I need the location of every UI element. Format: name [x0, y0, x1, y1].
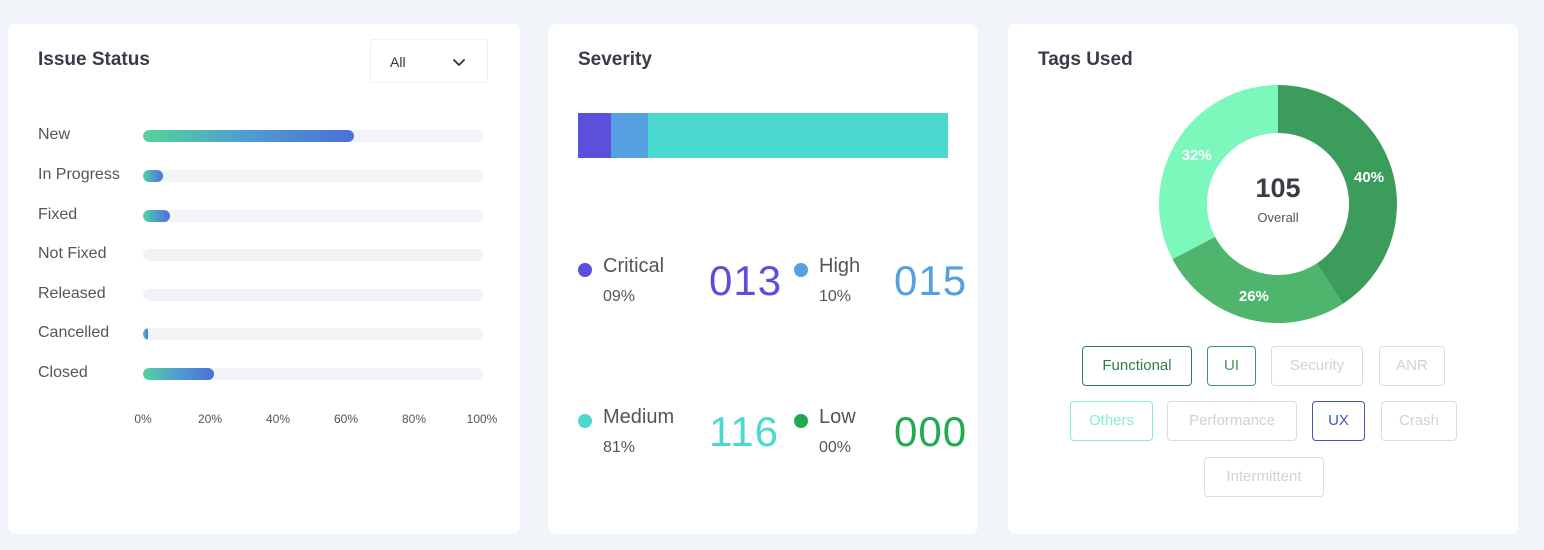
status-bar-track — [143, 289, 483, 301]
severity-dot — [578, 414, 592, 428]
severity-segment-high — [611, 113, 649, 158]
status-label: Fixed — [38, 206, 78, 223]
donut-slice-label-0: 40% — [1354, 169, 1384, 186]
tags-used-title: Tags Used — [1038, 49, 1133, 70]
severity-item-high: High 10% 015 — [794, 250, 994, 310]
status-filter-dropdown[interactable]: All — [370, 39, 488, 83]
status-bar-fill — [143, 170, 164, 182]
axis-tick-80: 80% — [401, 412, 427, 426]
tag-chip-ux[interactable]: UX — [1312, 401, 1365, 441]
severity-stacked-bar — [578, 113, 948, 158]
tag-chip-crash[interactable]: Crash — [1381, 401, 1457, 441]
severity-item-low: Low 00% 000 — [794, 401, 994, 461]
status-label: Cancelled — [38, 324, 110, 341]
tags-donut-chart: 40% 26% 32% 105 Overall — [1158, 84, 1398, 324]
status-row-released: Released — [38, 284, 488, 304]
donut-slice-label-2: 32% — [1182, 147, 1212, 164]
severity-segment-medium — [648, 113, 948, 158]
status-row-cancelled: Cancelled — [38, 323, 488, 343]
issue-status-card: Issue Status All New In Progress Fixed N… — [8, 24, 520, 534]
severity-percent: 00% — [819, 439, 852, 456]
status-row-not-fixed: Not Fixed — [38, 244, 488, 264]
status-row-fixed: Fixed — [38, 205, 488, 225]
donut-slice-2[interactable] — [1159, 85, 1278, 260]
donut-total-label: Overall — [1257, 210, 1299, 225]
severity-name: High — [819, 255, 861, 277]
donut-slice-1[interactable] — [1172, 236, 1343, 323]
status-row-closed: Closed — [38, 363, 488, 383]
tag-chip-intermittent[interactable]: Intermittent — [1204, 457, 1324, 497]
status-filter-value: All — [390, 54, 406, 70]
severity-name: Low — [819, 406, 856, 428]
axis-tick-100: 100% — [466, 412, 498, 426]
status-label: Not Fixed — [38, 245, 107, 262]
status-row-in-progress: In Progress — [38, 165, 488, 185]
severity-count: 013 — [709, 257, 783, 304]
axis-tick-60: 60% — [333, 412, 359, 426]
tag-chip-security[interactable]: Security — [1271, 346, 1363, 386]
tag-chip-ui[interactable]: UI — [1207, 346, 1256, 386]
severity-count: 116 — [709, 408, 779, 455]
status-bar-track — [143, 130, 483, 142]
chevron-down-icon — [453, 59, 465, 66]
severity-segment-critical — [578, 113, 612, 158]
tag-chip-functional[interactable]: Functional — [1082, 346, 1192, 386]
axis-tick-20: 20% — [197, 412, 223, 426]
status-bar-fill — [143, 328, 149, 340]
status-bar-fill — [143, 210, 171, 222]
status-label: Closed — [38, 364, 88, 381]
severity-title: Severity — [578, 49, 652, 70]
status-label: Released — [38, 285, 106, 302]
severity-item-medium: Medium 81% 116 — [578, 401, 778, 461]
severity-dot — [578, 263, 592, 277]
tag-chip-performance[interactable]: Performance — [1167, 401, 1297, 441]
severity-count: 000 — [894, 408, 968, 455]
severity-name: Critical — [603, 255, 665, 277]
status-bar-track — [143, 170, 483, 182]
tag-chip-anr[interactable]: ANR — [1379, 346, 1445, 386]
issue-status-title: Issue Status — [38, 49, 150, 70]
status-bar-track — [143, 368, 483, 380]
axis-tick-40: 40% — [265, 412, 291, 426]
status-label: In Progress — [38, 166, 120, 183]
donut-slice-label-1: 26% — [1239, 288, 1269, 305]
status-row-new: New — [38, 125, 488, 145]
status-bar-track — [143, 328, 483, 340]
severity-dot — [794, 263, 808, 277]
severity-percent: 09% — [603, 288, 636, 305]
tags-used-card: Tags Used 40% 26% 32% 105 Overall Function… — [1008, 24, 1518, 534]
status-bar-fill — [143, 130, 354, 142]
severity-percent: 10% — [819, 288, 852, 305]
donut-total: 105 — [1255, 173, 1301, 203]
status-bar-fill — [143, 368, 215, 380]
severity-card: Severity Critical 09% 013 High 10% 015 M… — [548, 24, 978, 534]
status-bar-track — [143, 249, 483, 261]
tag-chip-others[interactable]: Others — [1070, 401, 1153, 441]
severity-item-critical: Critical 09% 013 — [578, 250, 781, 310]
severity-name: Medium — [603, 406, 675, 428]
severity-percent: 81% — [603, 439, 636, 456]
donut-slice-0[interactable] — [1278, 85, 1397, 304]
axis-tick-0: 0% — [134, 412, 152, 426]
donut-svg: 40% 26% 32% — [1159, 85, 1397, 323]
severity-count: 015 — [894, 257, 968, 304]
status-label: New — [38, 126, 71, 143]
status-bar-track — [143, 210, 483, 222]
severity-dot — [794, 414, 808, 428]
